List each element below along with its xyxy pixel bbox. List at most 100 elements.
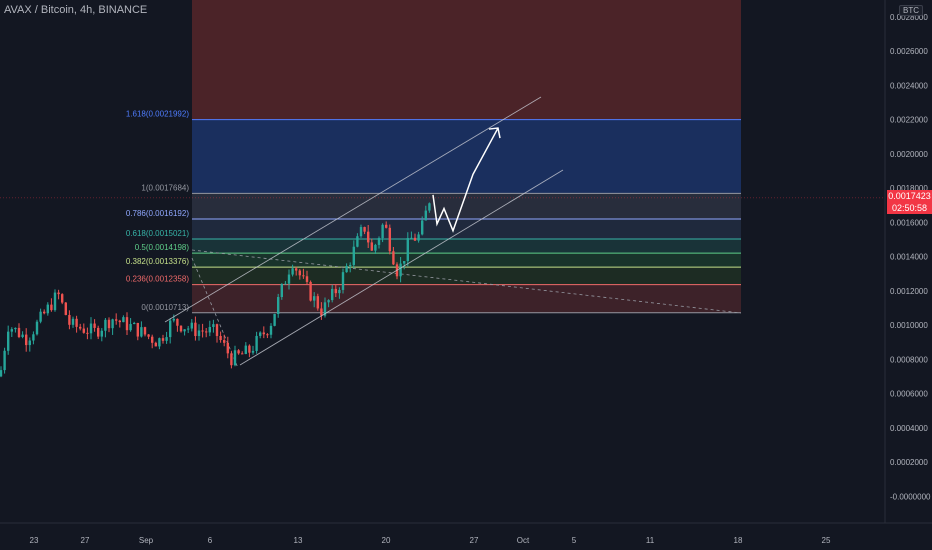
x-tick-label-8: 5 <box>572 536 577 545</box>
y-tick-label-5: 0.0018000 <box>890 184 928 193</box>
fib-label-2: 0.786(0.0016192) <box>126 209 190 218</box>
candle-body-21 <box>75 318 78 327</box>
candle-body-59 <box>212 324 215 327</box>
candle-body-75 <box>269 325 273 335</box>
candle-body-0 <box>0 370 3 377</box>
candle-body-29 <box>104 319 107 331</box>
candle-body-31 <box>111 319 114 329</box>
candle-body-107 <box>385 224 388 228</box>
candle-body-9 <box>32 334 35 341</box>
y-tick-label-8: 0.0012000 <box>890 287 928 296</box>
candle-body-19 <box>68 314 71 325</box>
candle-body-41 <box>147 334 150 337</box>
candle-body-16 <box>57 292 60 295</box>
candle-body-117 <box>421 220 424 235</box>
fib-zone-5 <box>192 284 741 313</box>
candle-body-85 <box>305 276 309 282</box>
candle-body-77 <box>277 297 280 315</box>
candle-body-105 <box>377 238 381 245</box>
y-tick-label-13: 0.0002000 <box>890 458 928 467</box>
candle-body-113 <box>406 238 409 262</box>
x-tick-label-2: Sep <box>139 536 154 545</box>
candle-body-106 <box>381 224 384 239</box>
target-zone <box>192 119 741 194</box>
candle-body-11 <box>39 311 42 322</box>
x-tick-label-11: 25 <box>822 536 831 545</box>
candle-body-67 <box>241 353 244 355</box>
candle-body-66 <box>237 350 240 354</box>
candle-body-115 <box>413 237 417 241</box>
candle-body-30 <box>107 319 111 329</box>
candle-body-70 <box>251 350 255 353</box>
candle-body-34 <box>122 317 125 323</box>
candle-body-95 <box>341 272 345 290</box>
fib-zone-1 <box>192 218 741 240</box>
fib-label-5: 0.382(0.0013376) <box>126 257 190 266</box>
candle-body-72 <box>259 332 262 336</box>
candle-body-1 <box>3 350 6 371</box>
y-tick-label-6: 0.0016000 <box>890 218 928 227</box>
candle-body-38 <box>136 322 139 337</box>
y-tick-label-11: 0.0006000 <box>890 390 928 399</box>
candle-body-51 <box>183 329 186 332</box>
candle-body-78 <box>280 283 283 298</box>
candle-body-104 <box>374 244 377 251</box>
candle-body-49 <box>176 318 179 326</box>
fib-label-4: 0.5(0.0014198) <box>135 243 190 252</box>
candle-body-3 <box>10 329 13 332</box>
price-tag-value: 0.0017423 <box>888 191 931 201</box>
candle-body-32 <box>115 319 118 321</box>
symbol-title[interactable]: AVAX / Bitcoin, 4h, BINANCE <box>4 4 148 16</box>
candle-body-10 <box>35 321 39 335</box>
fib-label-7: 0(0.0010713) <box>141 303 189 312</box>
candle-body-90 <box>323 302 327 316</box>
candle-body-2 <box>7 331 10 351</box>
candle-body-28 <box>100 330 103 337</box>
dashed-trend-line <box>191 249 742 314</box>
channel-lower-line <box>239 169 564 366</box>
x-tick-label-7: Oct <box>517 536 530 545</box>
candle-body-94 <box>338 289 341 294</box>
y-tick-label-3: 0.0022000 <box>890 116 928 125</box>
candle-body-48 <box>172 318 175 321</box>
candle-body-62 <box>223 340 226 343</box>
y-tick-label-1: 0.0026000 <box>890 47 928 56</box>
candle-body-58 <box>208 326 211 333</box>
candle-body-8 <box>28 340 31 346</box>
candle-body-20 <box>71 318 75 325</box>
candle-body-42 <box>151 336 154 343</box>
currency-badge[interactable]: BTC <box>899 5 923 16</box>
candle-body-60 <box>215 324 219 336</box>
candle-body-80 <box>287 274 291 284</box>
candle-body-118 <box>424 210 427 221</box>
fib-label-6: 0.236(0.0012358) <box>126 275 190 284</box>
projection-path <box>432 127 499 233</box>
y-tick-label-9: 0.0010000 <box>890 321 928 330</box>
candle-body-64 <box>230 353 233 366</box>
candle-body-22 <box>79 326 82 329</box>
candle-body-12 <box>43 311 46 314</box>
candle-body-24 <box>86 332 89 334</box>
candle-body-4 <box>14 327 17 330</box>
candle-body-68 <box>244 345 247 354</box>
y-tick-label-2: 0.0024000 <box>890 81 928 90</box>
candle-body-111 <box>399 263 402 277</box>
candle-body-54 <box>194 322 197 337</box>
y-tick-label-4: 0.0020000 <box>890 150 928 159</box>
x-tick-label-9: 11 <box>646 536 655 545</box>
candle-body-65 <box>233 350 237 366</box>
candle-body-97 <box>349 264 352 266</box>
candle-body-89 <box>320 308 323 316</box>
candle-body-5 <box>17 327 21 338</box>
candle-body-83 <box>298 270 301 276</box>
candle-body-119 <box>428 203 431 211</box>
candle-body-52 <box>187 328 190 330</box>
candle-body-84 <box>302 275 305 277</box>
candle-body-100 <box>359 227 363 237</box>
price-tag: 0.0017423 02:50:58 <box>887 190 932 214</box>
candle-body-79 <box>284 283 287 285</box>
candle-body-7 <box>25 334 28 346</box>
fib-label-0: 1.618(0.0021992) <box>126 110 190 119</box>
